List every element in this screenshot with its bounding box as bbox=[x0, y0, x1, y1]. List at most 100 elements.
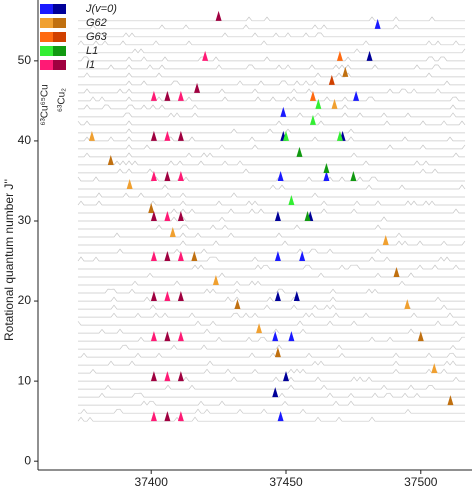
peak bbox=[150, 90, 157, 101]
peak bbox=[272, 331, 279, 342]
baseline-trace bbox=[78, 192, 465, 198]
peak bbox=[304, 210, 311, 221]
legend-swatch bbox=[53, 18, 66, 28]
baseline-trace bbox=[78, 32, 465, 38]
peak bbox=[150, 411, 157, 422]
legend-swatch bbox=[40, 32, 53, 42]
peak bbox=[150, 210, 157, 221]
peak bbox=[277, 411, 284, 422]
baseline-trace bbox=[78, 328, 465, 334]
peak bbox=[336, 50, 343, 61]
legend-swatch bbox=[53, 46, 66, 56]
baseline-trace bbox=[78, 112, 465, 118]
baseline-trace bbox=[78, 280, 465, 286]
peak bbox=[288, 194, 295, 205]
peak bbox=[177, 291, 184, 302]
peak bbox=[177, 331, 184, 342]
baseline-trace bbox=[78, 80, 465, 86]
legend-swatch bbox=[40, 4, 53, 14]
peak bbox=[202, 50, 209, 61]
baseline-trace bbox=[78, 248, 465, 254]
baseline-trace bbox=[77, 40, 465, 46]
peak bbox=[280, 106, 287, 117]
peak bbox=[274, 251, 281, 262]
legend-swatch bbox=[40, 46, 53, 56]
peak bbox=[177, 210, 184, 221]
y-tick-label: 40 bbox=[18, 133, 32, 147]
baseline-trace bbox=[78, 184, 466, 190]
peak bbox=[417, 331, 424, 342]
x-tick-label: 37450 bbox=[269, 475, 303, 489]
peak bbox=[272, 387, 279, 398]
peak bbox=[447, 395, 454, 406]
baseline-trace bbox=[78, 408, 465, 414]
baseline-trace bbox=[77, 200, 465, 206]
peak bbox=[212, 275, 219, 286]
peak bbox=[404, 299, 411, 310]
baseline-trace bbox=[78, 160, 465, 166]
peak bbox=[283, 130, 289, 141]
baseline-trace bbox=[78, 360, 465, 366]
x-tick-label: 37500 bbox=[404, 475, 438, 489]
isotope-label: ⁶³Cu⁶⁵Cu bbox=[40, 84, 51, 125]
peak bbox=[374, 18, 381, 29]
peak bbox=[309, 90, 316, 101]
baseline-trace bbox=[78, 272, 465, 278]
peak bbox=[393, 267, 400, 278]
peak bbox=[277, 170, 284, 181]
peak bbox=[177, 411, 184, 422]
legend-label: L1 bbox=[86, 45, 98, 57]
legend-label: G62 bbox=[86, 17, 107, 29]
peak bbox=[177, 90, 184, 101]
baseline-trace bbox=[77, 120, 466, 126]
baseline-trace bbox=[78, 288, 465, 294]
peak bbox=[328, 74, 335, 85]
baseline-trace bbox=[78, 64, 465, 70]
peak bbox=[164, 291, 171, 302]
peak bbox=[150, 130, 157, 141]
legend-swatch bbox=[40, 18, 53, 28]
peak bbox=[150, 291, 157, 302]
peak bbox=[274, 291, 281, 302]
baseline-trace bbox=[77, 320, 465, 326]
peak bbox=[169, 227, 176, 238]
peak bbox=[191, 251, 198, 262]
peak bbox=[150, 331, 157, 342]
peak bbox=[177, 251, 184, 262]
peak bbox=[336, 130, 343, 141]
peak bbox=[274, 210, 281, 221]
baseline-trace bbox=[78, 352, 465, 358]
legend-label: G63 bbox=[86, 31, 108, 43]
peak bbox=[366, 50, 373, 61]
y-tick-label: 10 bbox=[18, 373, 32, 387]
baseline-trace bbox=[78, 152, 465, 158]
peak bbox=[164, 130, 171, 141]
peak bbox=[256, 323, 263, 334]
baseline-trace bbox=[78, 208, 465, 214]
legend-label: I1 bbox=[86, 59, 95, 71]
peak bbox=[296, 146, 303, 157]
peak bbox=[353, 90, 360, 101]
y-tick-label: 0 bbox=[24, 453, 31, 467]
peak bbox=[194, 82, 201, 93]
baseline-trace bbox=[78, 136, 465, 142]
x-tick-label: 37400 bbox=[135, 475, 169, 489]
peak bbox=[215, 10, 222, 21]
peak bbox=[431, 363, 438, 374]
baseline-trace bbox=[78, 368, 465, 374]
peak bbox=[274, 347, 281, 358]
peak bbox=[107, 154, 114, 165]
baseline-trace bbox=[78, 56, 465, 62]
baseline-trace bbox=[78, 344, 465, 350]
baseline-trace bbox=[77, 416, 465, 422]
baseline-trace bbox=[78, 88, 465, 94]
peak bbox=[177, 130, 184, 141]
baseline-trace bbox=[78, 312, 465, 318]
baseline-trace bbox=[78, 168, 465, 174]
baseline-trace bbox=[78, 216, 465, 222]
y-tick-label: 50 bbox=[18, 53, 32, 67]
peak bbox=[164, 331, 171, 342]
peak bbox=[150, 170, 157, 181]
peak bbox=[323, 170, 330, 181]
